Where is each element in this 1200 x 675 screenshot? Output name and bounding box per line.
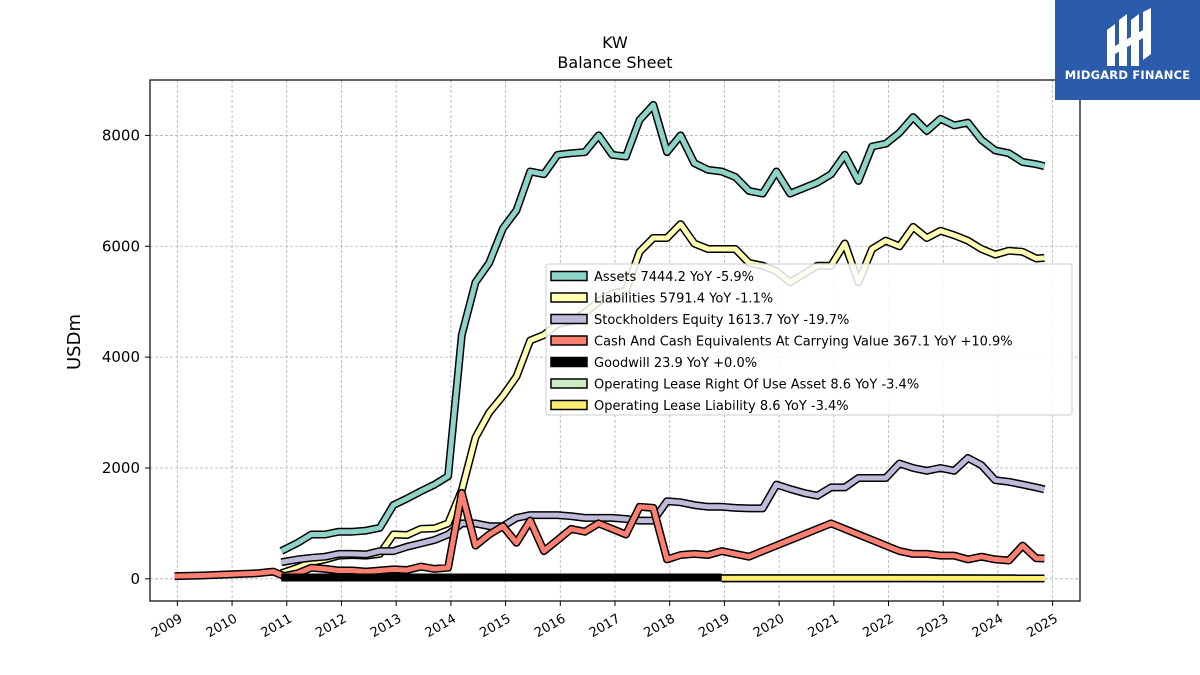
x-tick-label: 2009	[149, 611, 185, 641]
x-tick-label: 2022	[860, 611, 896, 641]
series-line	[280, 455, 1045, 565]
legend-swatch	[550, 399, 588, 411]
x-tick-label: 2011	[259, 611, 295, 641]
logo-mark-icon	[1107, 8, 1151, 66]
legend-entry: Assets 7444.2 YoY -5.9%	[594, 270, 754, 285]
legend-swatch	[550, 270, 588, 282]
chart-subtitle: Balance Sheet	[557, 53, 672, 72]
x-tick-label: 2023	[915, 611, 951, 641]
chart-title: KW	[602, 33, 628, 52]
x-tick-label: 2016	[532, 611, 568, 641]
legend-swatch	[550, 356, 588, 368]
x-tick-label: 2018	[642, 611, 678, 641]
legend-entry: Stockholders Equity 1613.7 YoY -19.7%	[594, 313, 849, 328]
legend-entry: Goodwill 23.9 YoY +0.0%	[594, 356, 757, 371]
x-tick-label: 2021	[806, 611, 842, 641]
y-tick-label: 4000	[102, 348, 140, 366]
y-axis-label: USDm	[64, 314, 85, 370]
x-tick-label: 2010	[204, 611, 240, 641]
legend-swatch	[550, 292, 588, 303]
brand-name: MIDGARD FINANCE	[1064, 68, 1191, 82]
x-tick-label: 2013	[368, 611, 404, 641]
x-tick-label: 2025	[1024, 611, 1060, 641]
legend: Assets 7444.2 YoY -5.9% Liabilities 5791.…	[545, 263, 1073, 416]
series-line	[174, 490, 1045, 579]
x-tick-label: 2019	[696, 611, 732, 641]
legend-swatch	[550, 313, 588, 325]
x-tick-label: 2014	[423, 611, 459, 641]
x-tick-label: 2017	[587, 611, 623, 641]
legend-swatch	[550, 378, 588, 389]
x-tick-label: 2012	[313, 611, 349, 641]
series-line	[280, 102, 1045, 554]
y-tick-label: 0	[130, 570, 140, 588]
x-tick-label: 2020	[751, 611, 787, 641]
brand-logo: MIDGARD FINANCE	[1055, 0, 1200, 100]
legend-entry: Cash And Cash Equivalents At Carrying Va…	[594, 335, 1013, 350]
legend-box	[545, 263, 1073, 416]
legend-entry: Operating Lease Liability 8.6 YoY -3.4%	[594, 399, 849, 414]
series-line	[280, 221, 1045, 576]
legend-swatch	[550, 335, 588, 346]
y-tick-label: 8000	[102, 126, 140, 144]
x-tick-label: 2024	[970, 611, 1006, 641]
legend-entry: Operating Lease Right Of Use Asset 8.6 Y…	[594, 378, 919, 393]
x-tick-label: 2015	[477, 611, 513, 641]
y-tick-label: 2000	[102, 459, 140, 477]
y-tick-label: 6000	[102, 237, 140, 255]
series-layer	[174, 100, 1046, 583]
legend-entry: Liabilities 5791.4 YoY -1.1%	[594, 292, 773, 307]
